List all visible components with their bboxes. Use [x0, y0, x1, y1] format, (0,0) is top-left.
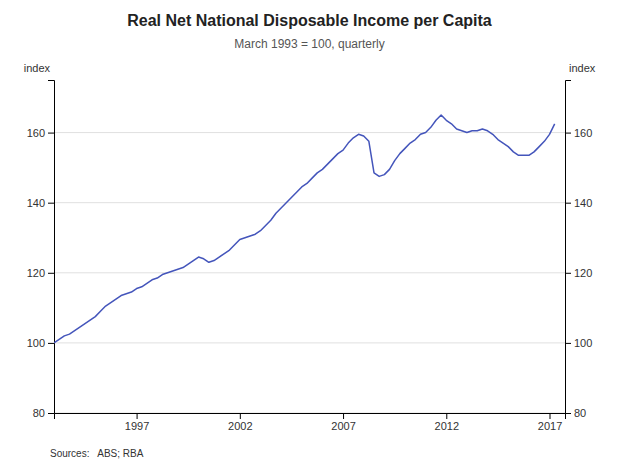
grid-line: [54, 342, 565, 343]
y-tick-label: 120: [27, 267, 45, 279]
x-tick-group: 2012: [435, 413, 459, 432]
y-tick-group: 100: [27, 337, 54, 349]
y-tick: [48, 133, 54, 134]
y2-tick-group: 160: [565, 127, 592, 139]
grid-line: [54, 202, 565, 203]
y-tick-label: 80: [33, 407, 45, 419]
y2-axis-label: index: [569, 62, 596, 74]
y2-tick-label: 140: [574, 197, 592, 209]
y2-tick-group: 140: [565, 197, 592, 209]
y-axis-line: [48, 81, 55, 414]
x-tick: [446, 413, 447, 419]
y2-tick: [565, 133, 571, 134]
x-tick-label: 2002: [228, 420, 252, 432]
grid: [54, 133, 565, 413]
y-tick-group: 80: [33, 407, 54, 419]
y-tick: [48, 413, 54, 414]
y-tick-label: 140: [27, 197, 45, 209]
y-tick-group: 140: [27, 197, 54, 209]
y-axis: 80 100 120 140 160: [27, 81, 55, 420]
y-tick-group: 120: [27, 267, 54, 279]
x-tick-group: 2007: [331, 413, 355, 432]
y2-tick: [565, 203, 571, 204]
y-tick-group: 160: [27, 127, 54, 139]
y-tick-label: 160: [27, 127, 45, 139]
y-tick: [48, 343, 54, 344]
y-tick: [48, 203, 54, 204]
y-tick-label: 100: [27, 337, 45, 349]
x-tick-label: 2012: [435, 420, 459, 432]
y2-tick-label: 160: [574, 127, 592, 139]
x-axis-line: [55, 414, 566, 420]
y2-tick-label: 100: [574, 337, 592, 349]
grid-line: [54, 272, 565, 273]
x-tick-label: 2007: [331, 420, 355, 432]
y2-tick-label: 80: [574, 407, 586, 419]
subtitle: March 1993 = 100, quarterly: [234, 37, 384, 51]
y2-tick: [565, 413, 571, 414]
source: Sources: ABS; RBA: [50, 448, 144, 459]
y2-axis: 80 100 120 140 160: [565, 81, 592, 420]
x-tick: [240, 413, 241, 419]
title: Real Net National Disposable Income per …: [127, 12, 492, 29]
x-tick-group: 2002: [228, 413, 252, 432]
x-tick-label: 2017: [538, 420, 562, 432]
x-tick-group: 1997: [125, 413, 149, 432]
x-tick: [137, 413, 138, 419]
y2-axis-line: [566, 81, 572, 414]
x-axis: 1997 2002 2007 2012 2017: [55, 413, 566, 432]
y2-tick-group: 80: [565, 407, 586, 419]
x-tick-group: 2017: [538, 413, 562, 432]
y2-tick: [565, 343, 571, 344]
chart-svg: 1997 2002 2007 2012 2017 80 100 120 140 160 80 100 1…: [0, 0, 619, 467]
x-tick-label: 1997: [125, 420, 149, 432]
y2-tick-group: 100: [565, 337, 592, 349]
y2-tick-group: 120: [565, 267, 592, 279]
x-tick: [343, 413, 344, 419]
y-axis-label: index: [24, 62, 51, 74]
y2-tick: [565, 273, 571, 274]
x-tick: [550, 413, 551, 419]
plot-area: [54, 115, 555, 343]
data-line: [54, 115, 555, 343]
y-tick: [48, 273, 54, 274]
y2-tick-label: 120: [574, 267, 592, 279]
chart-container: 1997 2002 2007 2012 2017 80 100 120 140 160 80 100 1…: [0, 0, 619, 467]
texts: Real Net National Disposable Income per …: [24, 12, 596, 459]
